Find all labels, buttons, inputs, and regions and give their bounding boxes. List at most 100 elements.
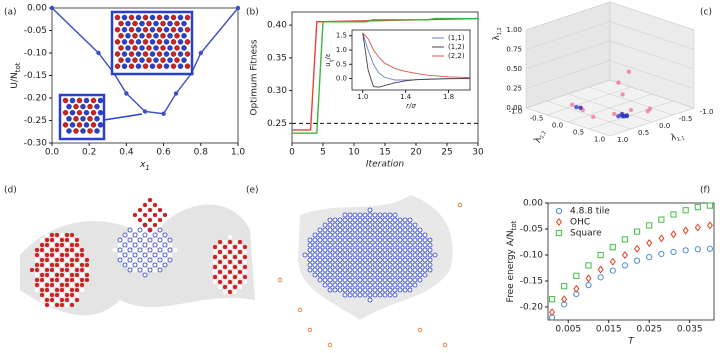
particle: [242, 269, 248, 275]
particle: [387, 267, 393, 273]
particle: [317, 237, 323, 243]
particle: [222, 284, 228, 290]
particle: [135, 14, 142, 21]
particle: [412, 267, 418, 273]
particle: [412, 257, 418, 263]
particle: [49, 287, 55, 293]
particle: [342, 232, 348, 238]
particle: [227, 244, 233, 250]
particle: [64, 277, 70, 283]
plot-area: [547, 202, 715, 321]
particle: [73, 103, 79, 110]
point: [634, 244, 641, 253]
label-part: x: [139, 160, 146, 170]
particle: [34, 252, 40, 258]
particle: [74, 282, 80, 288]
point: [597, 251, 604, 259]
particle: [132, 267, 138, 273]
particle: [377, 257, 383, 263]
particle: [156, 63, 163, 69]
particle: [79, 272, 85, 278]
particle: [212, 259, 218, 265]
y-grid-line: [546, 100, 632, 130]
particle: [212, 249, 218, 255]
particle: [397, 222, 403, 228]
particle: [237, 274, 243, 280]
particle: [312, 267, 318, 273]
particle: [382, 222, 388, 228]
particle: [407, 242, 413, 248]
particle: [227, 284, 233, 290]
particle: [417, 242, 423, 248]
particle: [222, 274, 228, 280]
point: [658, 216, 665, 223]
particle: [352, 267, 358, 273]
particle: [327, 277, 333, 283]
particle: [337, 267, 343, 273]
particle: [152, 207, 158, 213]
particle: [74, 287, 80, 293]
particle: [402, 227, 408, 233]
x-tick-label: 0.035: [677, 325, 703, 335]
particle: [227, 234, 233, 240]
particle: [342, 227, 348, 233]
particle: [322, 237, 328, 243]
legend-label: 4.8.8 tile: [570, 207, 610, 217]
particle: [227, 249, 233, 255]
particle: [156, 39, 163, 45]
particle: [417, 272, 423, 278]
particle: [382, 267, 388, 273]
particle: [217, 259, 223, 265]
particle: [392, 257, 398, 263]
particle: [397, 252, 403, 258]
particle: [90, 109, 97, 116]
particle: [417, 262, 423, 268]
particle: [392, 282, 398, 288]
particle: [167, 252, 173, 258]
particle: [402, 257, 408, 263]
x-tick-label: -1.0: [509, 108, 523, 116]
particle: [49, 252, 55, 258]
x-tick-label: 0.4: [119, 148, 134, 158]
particle: [327, 287, 333, 293]
particle: [327, 222, 333, 228]
particle: [417, 252, 423, 258]
particle: [227, 254, 233, 260]
x-tick-label: 30: [472, 148, 484, 158]
particle: [302, 252, 308, 258]
particle: [127, 257, 133, 263]
legend-marker: [555, 217, 563, 227]
particle: [64, 272, 70, 278]
point: [658, 250, 665, 258]
point: [628, 107, 634, 113]
particle: [352, 262, 358, 268]
particle: [407, 247, 413, 253]
particle: [64, 262, 70, 268]
particle: [357, 237, 363, 243]
particle: [337, 282, 343, 288]
point: [694, 246, 701, 253]
point: [646, 222, 653, 229]
particle: [377, 222, 383, 228]
particle: [147, 202, 153, 208]
particle: [407, 282, 413, 288]
particle: [132, 242, 138, 248]
particle: [79, 282, 85, 288]
particle: [69, 272, 75, 278]
particle: [62, 122, 69, 128]
particle: [147, 227, 153, 233]
particle: [66, 103, 72, 110]
panel-label: (c): [700, 8, 712, 18]
particle: [362, 277, 368, 283]
particle: [49, 257, 55, 263]
particle: [117, 247, 123, 253]
x-tick-label: 0.0: [552, 122, 563, 130]
x-tick-label: 0.5: [573, 129, 584, 137]
particle: [367, 217, 373, 223]
particle: [39, 237, 45, 243]
particle: [49, 232, 55, 238]
particle: [49, 277, 55, 283]
particle: [352, 237, 358, 243]
particle: [347, 212, 353, 218]
y-axis-label: uij/ε: [324, 53, 335, 67]
